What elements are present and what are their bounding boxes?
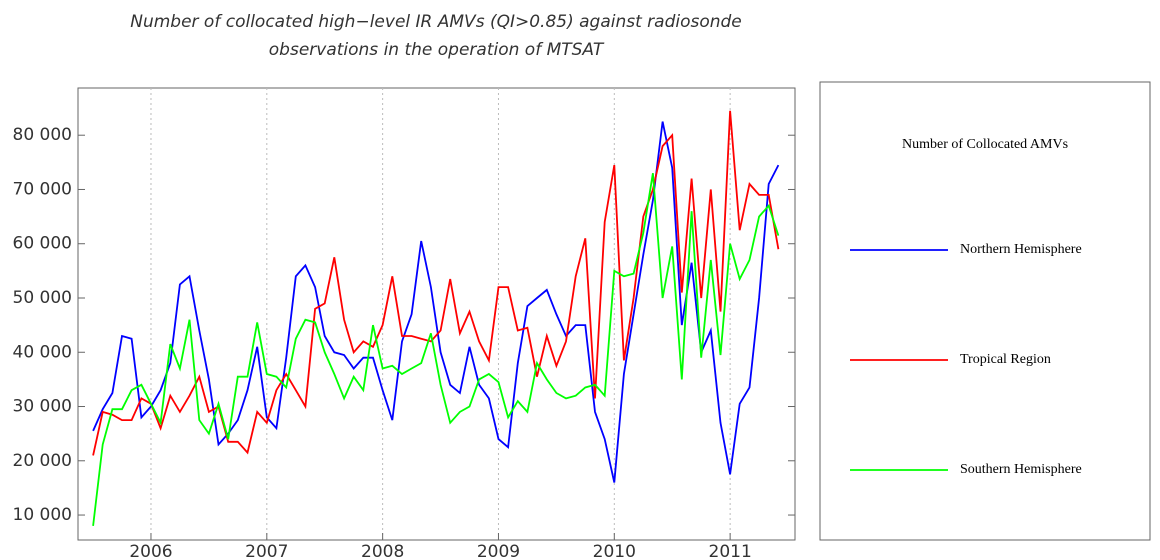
x-tick-label: 2010	[593, 542, 636, 560]
plot-frame	[77, 87, 796, 541]
y-tick-label: 70 000	[13, 179, 72, 199]
x-tick-label: 2009	[477, 542, 520, 560]
y-tick-label: 10 000	[13, 505, 72, 525]
legend-label: Tropical Region	[960, 352, 1051, 367]
y-tick-label: 80 000	[13, 125, 72, 145]
legend-label: Southern Hemisphere	[960, 462, 1082, 477]
series-line	[92, 121, 780, 483]
y-tick-label: 30 000	[13, 397, 72, 417]
chart-title: observations in the operation of MTSAT	[269, 40, 605, 60]
chart-title: Number of collocated high−level IR AMVs …	[130, 12, 742, 32]
legend-title: Number of Collocated AMVs	[902, 137, 1068, 152]
series-line	[92, 110, 780, 456]
x-tick-label: 2006	[129, 542, 172, 560]
legend-label: Northern Hemisphere	[960, 242, 1082, 257]
x-tick-label: 2008	[361, 542, 404, 560]
y-tick-label: 20 000	[13, 451, 72, 471]
y-tick-label: 40 000	[13, 342, 72, 362]
y-tick-label: 50 000	[13, 288, 72, 308]
series-line	[92, 173, 780, 527]
y-tick-label: 60 000	[13, 234, 72, 254]
x-tick-label: 2007	[245, 542, 288, 560]
x-tick-label: 2011	[709, 542, 752, 560]
legend-box	[819, 81, 1151, 541]
